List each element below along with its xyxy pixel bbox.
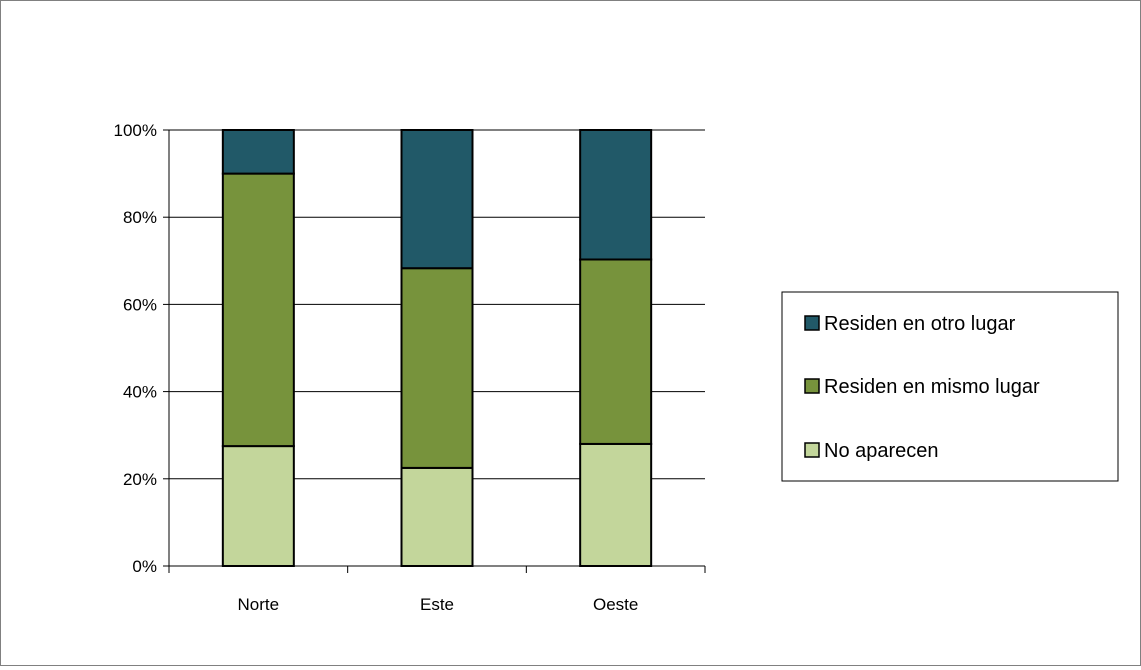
bar-este-series-0 <box>400 466 474 567</box>
bar-oeste-series-2 <box>579 129 653 261</box>
y-tick-label-1: 20% <box>123 470 157 489</box>
legend-label-1: Residen en mismo lugar <box>824 376 1040 398</box>
bar-norte-series-2 <box>221 129 295 175</box>
y-tick-label-2: 40% <box>123 383 157 402</box>
plot-area: 0% 20% 40% 60% 80% 100% Norte Este Oeste <box>114 121 706 614</box>
legend-box <box>781 291 1119 482</box>
legend-swatch-0 <box>804 442 820 458</box>
x-tick-label-1: Este <box>420 595 454 614</box>
bar-oeste-series-0 <box>579 442 653 568</box>
legend-label-0: No aparecen <box>824 440 939 462</box>
y-tick-label-0: 0% <box>132 557 157 576</box>
bar-este-series-2 <box>400 129 474 270</box>
bar-norte-series-0 <box>221 445 295 568</box>
bar-este-series-1 <box>400 267 474 469</box>
x-tick-label-0: Norte <box>238 595 280 614</box>
y-tick-label-5: 100% <box>114 121 157 140</box>
x-tick-label-2: Oeste <box>593 595 638 614</box>
legend: Residen en otro lugar Residen en mismo lu… <box>781 291 1119 482</box>
y-tick-label-4: 80% <box>123 208 157 227</box>
legend-label-2: Residen en otro lugar <box>824 313 1016 335</box>
y-tick-label-3: 60% <box>123 295 157 314</box>
bar-norte-series-1 <box>221 172 295 448</box>
legend-swatch-2 <box>804 315 820 331</box>
bar-oeste-series-1 <box>579 258 653 445</box>
legend-swatch-1 <box>804 378 820 394</box>
